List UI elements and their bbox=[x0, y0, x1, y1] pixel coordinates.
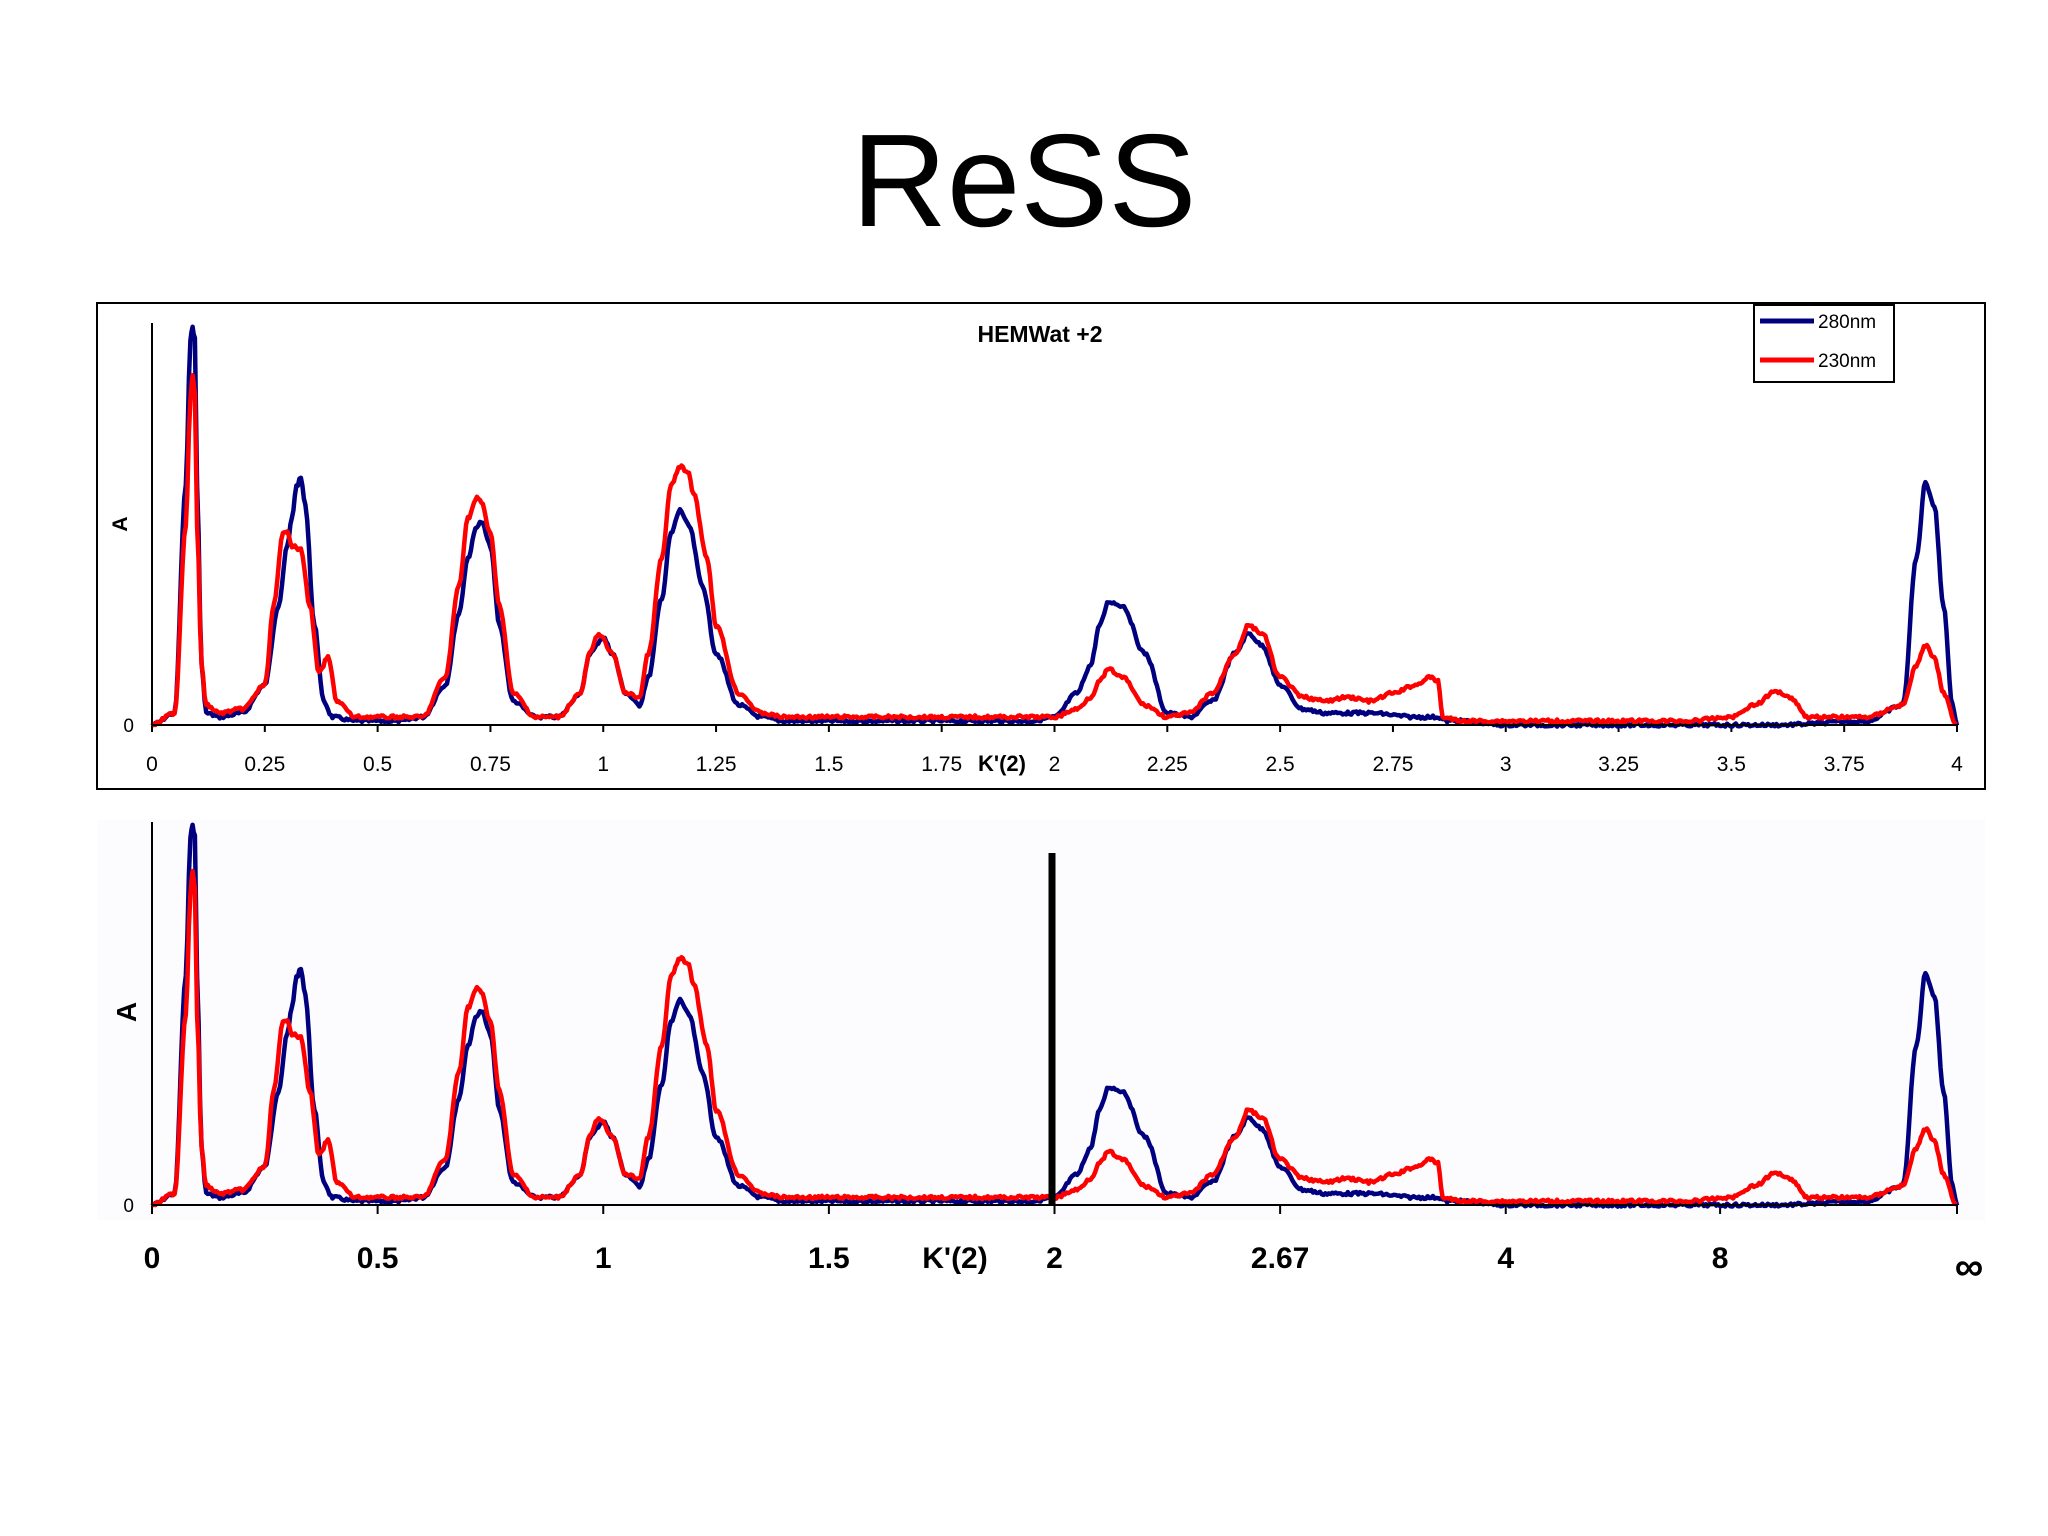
chart-bottom-x-axis-label: K'(2) bbox=[922, 1242, 987, 1275]
chart-top-x-tick-label: 4 bbox=[1951, 753, 1963, 776]
chart-top-x-tick-label: 3 bbox=[1500, 753, 1512, 776]
chart-bottom: A K'(2) 0 0.5 1 1.5 2 2.67 4 8 ∞ 0 bbox=[97, 820, 1985, 1289]
chart-bottom-series-230nm bbox=[150, 868, 1958, 1208]
chart-top-x-tick-label: 2 bbox=[1049, 753, 1061, 776]
chart-top-x-tick-label: 1.25 bbox=[696, 753, 737, 776]
chart-top-x-tick-label: 1.75 bbox=[921, 753, 962, 776]
chart-top-x-tick-label: 0 bbox=[146, 753, 158, 776]
chart-bottom-x-tick-label: 0 bbox=[144, 1242, 161, 1275]
chart-top-x-tick-label: 1.5 bbox=[814, 753, 843, 776]
chart-bottom-area bbox=[97, 820, 1985, 1220]
chart-top-frame bbox=[96, 302, 1986, 790]
chart-bottom-y-axis-label: A bbox=[111, 1002, 142, 1022]
chart-bottom-x-tick-label: 2 bbox=[1046, 1242, 1063, 1275]
chart-bottom-x-tick-label: 2.67 bbox=[1251, 1242, 1309, 1275]
chart-bottom-y-tick-0: 0 bbox=[123, 1196, 134, 1217]
legend-box bbox=[1753, 304, 1895, 383]
chart-top-x-tick-label: 3.25 bbox=[1598, 753, 1639, 776]
legend-label-280nm: 280nm bbox=[1818, 312, 1876, 333]
chart-top-x-tick-label: 0.25 bbox=[244, 753, 285, 776]
chart-top-title: HEMWat +2 bbox=[977, 321, 1102, 347]
chart-bottom-x-tick-label: 8 bbox=[1712, 1242, 1729, 1275]
chart-top-x-tick-label: 0.75 bbox=[470, 753, 511, 776]
chart-top-y-tick-0: 0 bbox=[123, 716, 134, 737]
chart-bottom-x-tick-label: 1 bbox=[595, 1242, 612, 1275]
chart-bottom-x-tick-label: 4 bbox=[1497, 1242, 1514, 1275]
legend-label-230nm: 230nm bbox=[1818, 351, 1876, 372]
chart-top-x-tick-label: 2.5 bbox=[1266, 753, 1295, 776]
chart-bottom-x-tick-label: 1.5 bbox=[808, 1242, 850, 1275]
chart-bottom-x-tick-label: 0.5 bbox=[357, 1242, 399, 1275]
chart-top-x-tick-label: 1 bbox=[597, 753, 609, 776]
chart-top-x-tick-label: 2.75 bbox=[1373, 753, 1414, 776]
chart-bottom-x-tick-label: ∞ bbox=[1955, 1245, 1984, 1289]
chart-top-x-tick-label: 3.5 bbox=[1717, 753, 1746, 776]
chart-top: HEMWat +2 A K'(2) 0 0.25 0.5 0.75 1 1.25 1.5 1.… bbox=[96, 302, 1986, 790]
chart-top-series-230nm bbox=[150, 372, 1958, 728]
chart-top-x-tick-label: 0.5 bbox=[363, 753, 392, 776]
chart-top-x-axis-label: K'(2) bbox=[978, 751, 1026, 776]
chart-top-x-tick-label: 2.25 bbox=[1147, 753, 1188, 776]
chart-top-legend: 280nm 230nm bbox=[1753, 304, 1895, 383]
slide-title: ReSS bbox=[851, 107, 1197, 254]
chart-top-y-axis-label: A bbox=[109, 516, 132, 531]
chart-top-x-tick-label: 3.75 bbox=[1824, 753, 1865, 776]
